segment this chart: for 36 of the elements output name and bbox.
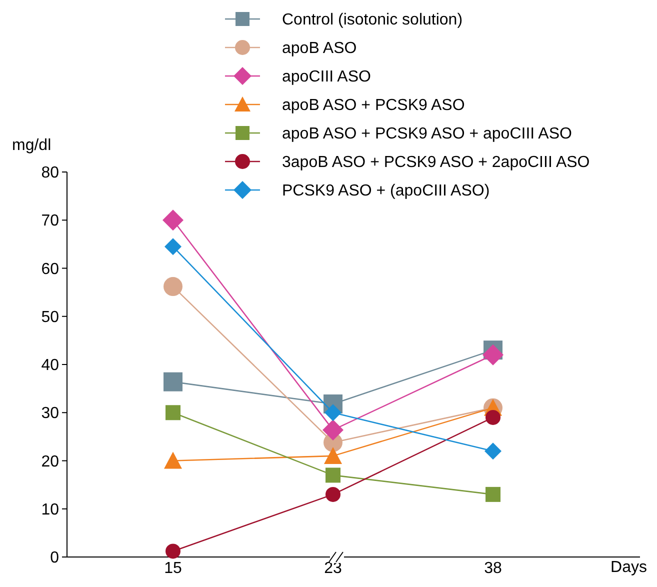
point: [484, 442, 502, 460]
point: [326, 468, 340, 483]
y-tick-label: 10: [41, 501, 60, 518]
point: [166, 544, 180, 559]
point: [164, 452, 182, 469]
point: [164, 277, 182, 296]
point: [324, 404, 342, 422]
x-tick-label: 38: [484, 560, 502, 577]
point: [322, 419, 344, 440]
point: [486, 486, 500, 502]
point: [162, 210, 184, 231]
x-axis-title: Days: [610, 559, 647, 576]
legend-label: Control (isotonic solution): [282, 12, 463, 29]
point: [326, 486, 340, 502]
y-tick-label: 40: [41, 357, 60, 374]
x-tick-label: 15: [164, 560, 182, 577]
y-tick-label: 20: [41, 453, 60, 470]
point: [164, 372, 182, 392]
legend-label: apoB ASO + PCSK9 ASO + apoCIII ASO: [282, 126, 572, 143]
legend-label: 3apoB ASO + PCSK9 ASO + 2apoCIII ASO: [282, 154, 590, 172]
y-tick-label: 0: [50, 550, 60, 567]
legend-label: PCSK9 ASO + (apoCIII ASO): [282, 182, 490, 200]
y-tick-label: 30: [41, 405, 60, 422]
point: [486, 410, 500, 425]
legend-label: apoB ASO: [282, 40, 357, 58]
point: [324, 446, 342, 464]
y-tick-label: 80: [41, 164, 60, 182]
y-tick-label: 70: [41, 212, 60, 230]
point: [482, 344, 504, 366]
legend-label: apoCIII ASO: [282, 68, 371, 86]
legend-label: apoB ASO + PCSK9 ASO: [282, 97, 465, 114]
y-tick-label: 50: [41, 308, 60, 326]
y-tick-label: 60: [41, 260, 60, 278]
point: [164, 238, 182, 256]
point: [166, 405, 180, 420]
y-axis-title: mg/dl: [12, 137, 52, 154]
